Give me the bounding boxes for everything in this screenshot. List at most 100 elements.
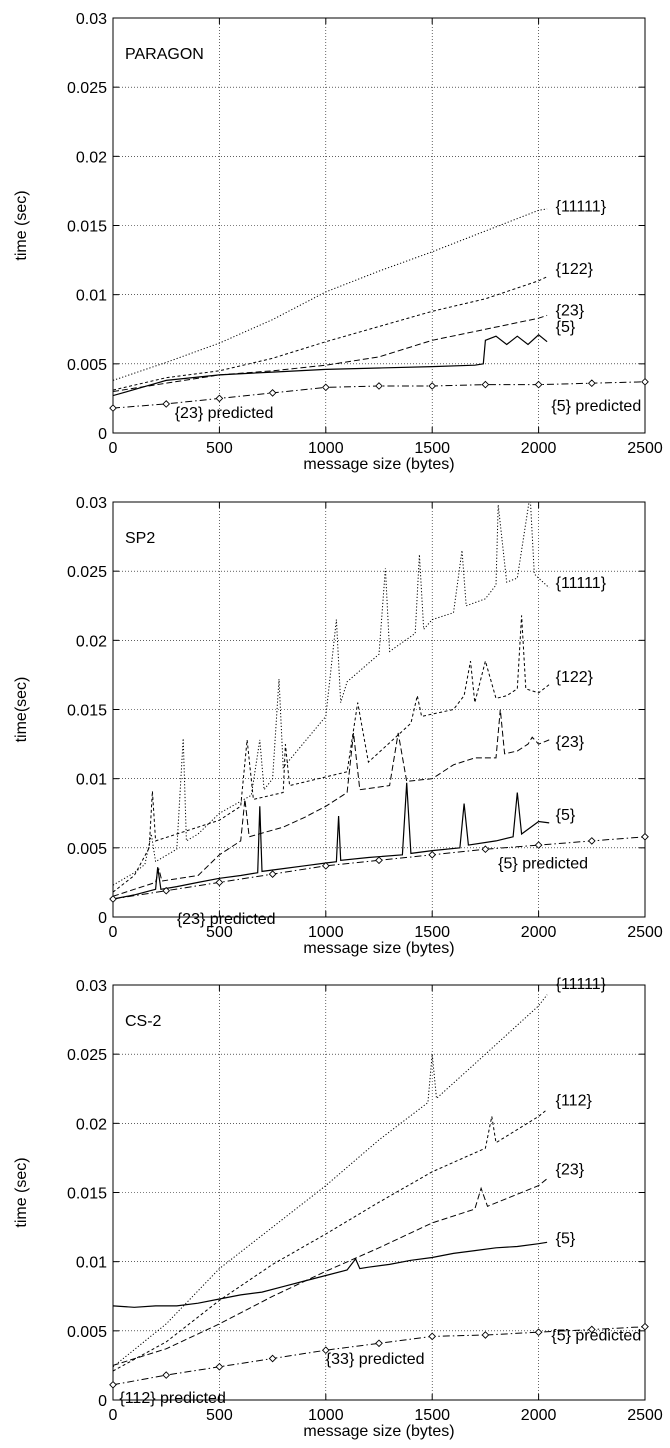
series-label: {112} predicted	[119, 1390, 225, 1407]
series-marker	[162, 1371, 171, 1379]
x-tick-label: 0	[109, 440, 118, 457]
x-tick-label: 1000	[308, 924, 344, 941]
series-line-3	[113, 782, 550, 900]
series-marker	[215, 394, 224, 403]
x-tick-label: 1500	[414, 924, 450, 941]
x-tick-label: 0	[109, 1407, 118, 1424]
series-line-1	[113, 276, 548, 391]
series-line-3	[113, 334, 548, 397]
y-tick-label: 0.03	[76, 495, 107, 512]
y-tick-label: 0.015	[67, 703, 107, 720]
y-tick-label: 0	[98, 910, 107, 927]
series-marker	[268, 870, 277, 878]
y-tick-label: 0.02	[76, 1116, 107, 1133]
series-label: {23}	[556, 1162, 585, 1179]
y-tick-label: 0.01	[76, 1255, 107, 1272]
series-label: {5} predicted	[551, 398, 641, 415]
x-axis-label: message size (bytes)	[303, 940, 454, 957]
x-axis-label: message size (bytes)	[303, 456, 454, 473]
series-marker	[215, 878, 224, 887]
series-line-4	[113, 1326, 645, 1386]
series-marker	[321, 1346, 330, 1355]
series-marker	[534, 1328, 543, 1337]
series-label: {11111}	[556, 575, 607, 592]
y-axis-label: time (sec)	[13, 1157, 30, 1227]
series-marker	[109, 1380, 117, 1389]
y-axis-label: time (sec)	[13, 190, 30, 260]
series-marker	[641, 1322, 649, 1331]
y-tick-label: 0	[98, 426, 107, 443]
x-tick-label: 2500	[627, 440, 663, 457]
x-tick-label: 1500	[414, 440, 450, 457]
series-line-0	[113, 502, 550, 886]
x-tick-label: 2000	[521, 440, 557, 457]
y-axis-label: time(sec)	[13, 677, 30, 743]
series-marker	[428, 382, 437, 390]
series-label: {23}	[556, 302, 585, 319]
panel-title: PARAGON	[125, 46, 204, 63]
x-tick-label: 500	[206, 924, 233, 941]
x-tick-label: 1000	[308, 440, 344, 457]
series-marker	[428, 1332, 437, 1341]
series-label: {112}	[556, 1092, 593, 1109]
y-tick-label: 0.01	[76, 288, 107, 305]
series-line-2	[113, 1178, 548, 1366]
series-line-1	[113, 1109, 548, 1372]
series-label: {23}	[556, 734, 585, 751]
series-marker	[428, 850, 437, 859]
y-tick-label: 0.015	[67, 1186, 107, 1203]
series-marker	[162, 886, 171, 895]
series-label: {122}	[556, 261, 594, 278]
series-label: {11111}	[556, 976, 607, 993]
series-line-3	[113, 1241, 548, 1308]
series-marker	[268, 1354, 277, 1363]
chart-panel-2: 0 500 1000 1500 2000 2500 0 0.005 0.01 0.015 0.02 0…	[13, 976, 663, 1440]
series-label: {5} predicted	[551, 1328, 641, 1345]
x-tick-label: 2000	[521, 924, 557, 941]
panel-title: CS-2	[125, 1013, 162, 1030]
series-marker	[162, 400, 171, 408]
series-marker	[587, 1325, 596, 1334]
y-tick-label: 0	[98, 1393, 107, 1410]
plot-frame	[112, 17, 646, 434]
series-label: {23} predicted	[175, 405, 274, 422]
y-tick-label: 0.03	[76, 11, 107, 28]
series-label: {122}	[556, 669, 594, 686]
series-marker	[321, 861, 330, 870]
series-marker	[375, 1339, 383, 1348]
series-label: {11111}	[556, 199, 607, 216]
series-marker	[534, 841, 543, 849]
x-axis-label: message size (bytes)	[303, 1423, 454, 1440]
panel-title: SP2	[125, 530, 155, 547]
y-tick-label: 0.005	[67, 1324, 107, 1341]
y-tick-label: 0.025	[67, 564, 107, 581]
series-marker	[641, 832, 649, 841]
series-label: {33} predicted	[326, 1351, 425, 1368]
series-marker	[587, 837, 596, 845]
series-marker	[268, 389, 277, 397]
y-tick-label: 0.015	[67, 219, 107, 236]
chart-panel-1: 0 500 1000 1500 2000 2500 0 0.005 0.01 0.015 0.02 0…	[13, 495, 663, 957]
series-marker	[109, 895, 117, 903]
x-tick-label: 2500	[627, 1407, 663, 1424]
y-tick-label: 0.025	[67, 80, 107, 97]
y-tick-label: 0.02	[76, 149, 107, 166]
x-tick-label: 1500	[414, 1407, 450, 1424]
y-tick-label: 0.005	[67, 841, 107, 858]
series-line-1	[113, 615, 550, 893]
series-line-4	[113, 836, 645, 900]
series-marker	[481, 1331, 490, 1339]
y-tick-label: 0.005	[67, 357, 107, 374]
x-tick-label: 500	[206, 1407, 233, 1424]
y-tick-label: 0.02	[76, 633, 107, 650]
series-label: {5}	[556, 319, 576, 336]
series-label: {5}	[556, 1231, 576, 1248]
x-tick-label: 500	[206, 440, 233, 457]
series-line-2	[113, 314, 548, 392]
series-label: {23} predicted	[177, 911, 276, 928]
y-tick-label: 0.025	[67, 1047, 107, 1064]
series-marker	[321, 383, 330, 392]
series-marker	[375, 382, 383, 390]
x-tick-label: 1000	[308, 1407, 344, 1424]
